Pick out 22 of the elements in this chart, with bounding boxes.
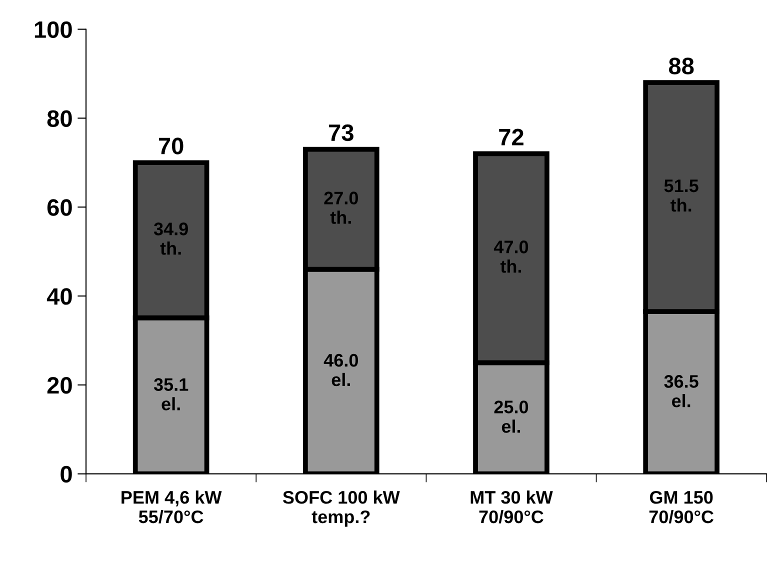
data-label: 46.0 el. (324, 354, 358, 386)
y-tick-label: 60 (47, 199, 72, 216)
x-tick-label: GM 150 70/90°C (649, 490, 714, 524)
data-label: 36.5 el. (664, 375, 698, 408)
data-label: 25.0 el. (494, 400, 528, 433)
data-label: 47.0 th. (494, 240, 528, 273)
x-tick-label: SOFC 100 kW temp.? (282, 490, 400, 527)
data-label: 51.5 th. (664, 180, 698, 212)
total-label: 70 (158, 138, 184, 154)
data-label: 34.9 th. (154, 222, 188, 255)
x-tick-label: PEM 4,6 kW 55/70°C (122, 490, 222, 524)
x-tick-label: MT 30 kW 70/90°C (470, 490, 553, 524)
total-label: 88 (668, 58, 694, 74)
y-tick-label: 20 (47, 377, 72, 394)
total-label: 72 (499, 128, 524, 146)
y-tick-label: 0 (60, 466, 72, 483)
y-tick-label: 100 (34, 21, 72, 38)
data-label: 27.0 th. (324, 192, 358, 224)
total-label: 73 (329, 124, 354, 142)
y-tick-label: 80 (47, 110, 72, 127)
data-label: 35.1 el. (154, 378, 188, 410)
y-tick-label: 40 (46, 288, 72, 305)
